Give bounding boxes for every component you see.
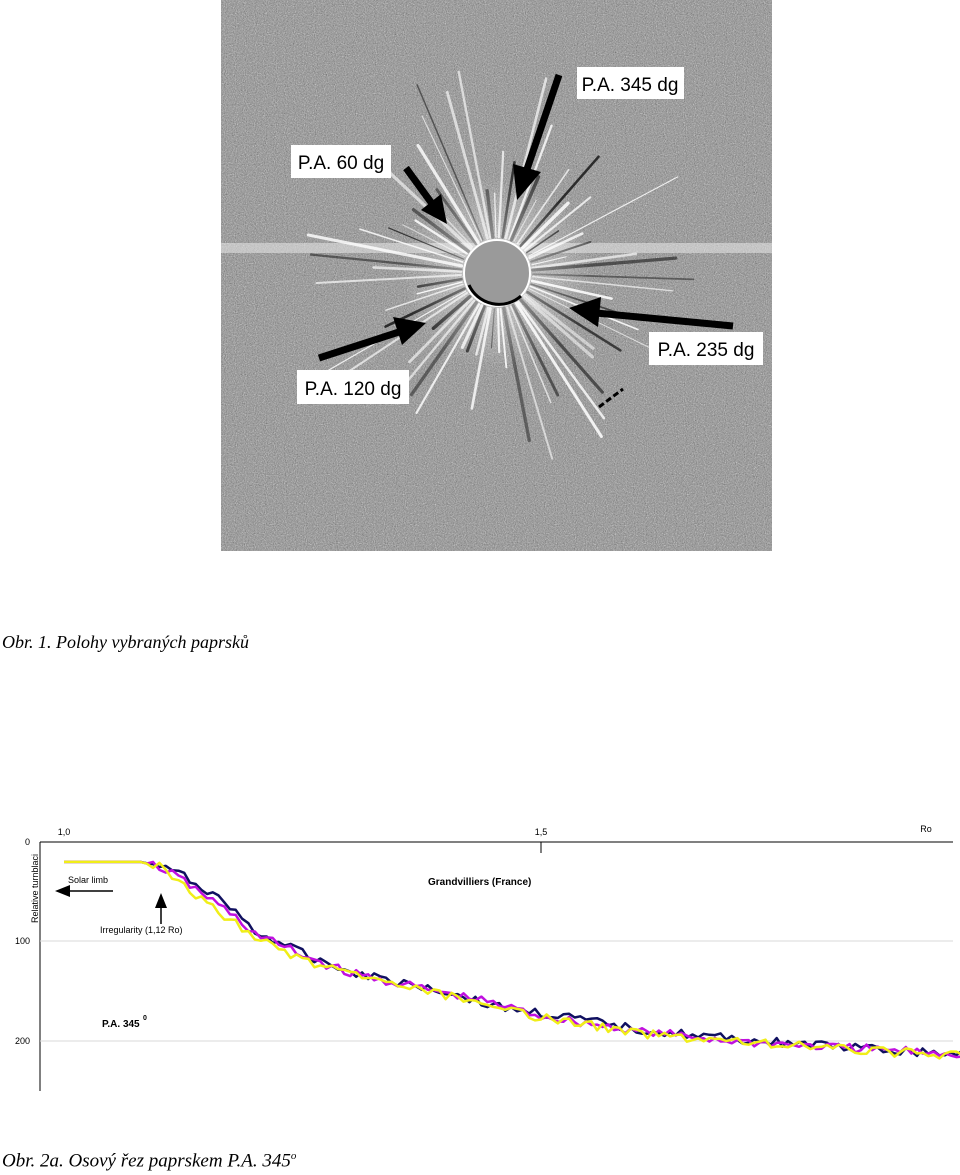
series-line-3 bbox=[64, 860, 960, 1060]
svg-text:0: 0 bbox=[143, 1015, 147, 1022]
series-line-1 bbox=[64, 860, 960, 1058]
y-tick-200: 200 bbox=[15, 1036, 30, 1046]
svg-text:Solar limb: Solar limb bbox=[68, 875, 108, 885]
y-tick-0: 0 bbox=[25, 837, 30, 847]
solar-limb-annotation: Solar limb bbox=[55, 875, 113, 897]
arrow-pa-235 bbox=[569, 297, 734, 330]
corona-image: P.A. 345 dg P.A. 60 dg P.A. 235 dg P.A. … bbox=[221, 0, 772, 551]
arrow-pa-120 bbox=[317, 317, 426, 362]
svg-text:P.A. 120 dg: P.A. 120 dg bbox=[305, 379, 402, 400]
label-pa-60: P.A. 60 dg bbox=[291, 145, 391, 178]
x-tick-1-0: 1,0 bbox=[58, 827, 71, 837]
pa-label: P.A. 345 0 bbox=[102, 1015, 147, 1030]
solar-disk bbox=[463, 239, 531, 307]
svg-text:P.A. 60 dg: P.A. 60 dg bbox=[298, 153, 384, 174]
series-line-2 bbox=[64, 860, 960, 1059]
label-pa-345: P.A. 345 dg bbox=[577, 67, 684, 99]
arrow-pa-345 bbox=[513, 73, 563, 200]
svg-text:P.A. 235 dg: P.A. 235 dg bbox=[658, 340, 755, 361]
profile-chart: 0 100 200 1,0 1,5 Ro Relative turnblaci … bbox=[15, 824, 960, 1091]
y-axis-label: Relative turnblaci bbox=[30, 854, 40, 923]
marker-tick bbox=[598, 387, 624, 409]
irregularity-annotation: Irregularity (1,12 Ro) bbox=[100, 893, 183, 935]
x-tick-1-5: 1,5 bbox=[535, 827, 548, 837]
series-lines bbox=[64, 860, 960, 1060]
figure2-caption: Obr. 2a. Osový řez paprskem P.A. 345o bbox=[2, 1150, 297, 1172]
label-pa-235: P.A. 235 dg bbox=[649, 332, 763, 365]
figure1-caption: Obr. 1. Polohy vybraných paprsků bbox=[2, 632, 249, 652]
svg-text:P.A. 345 dg: P.A. 345 dg bbox=[582, 75, 679, 96]
label-pa-120: P.A. 120 dg bbox=[297, 370, 409, 404]
y-tick-100: 100 bbox=[15, 936, 30, 946]
svg-text:P.A. 345: P.A. 345 bbox=[102, 1019, 140, 1030]
arrow-pa-60 bbox=[403, 165, 447, 224]
x-axis-label: Ro bbox=[920, 824, 932, 834]
site-label: Grandvilliers (France) bbox=[428, 877, 531, 888]
svg-text:Irregularity (1,12 Ro): Irregularity (1,12 Ro) bbox=[100, 925, 183, 935]
